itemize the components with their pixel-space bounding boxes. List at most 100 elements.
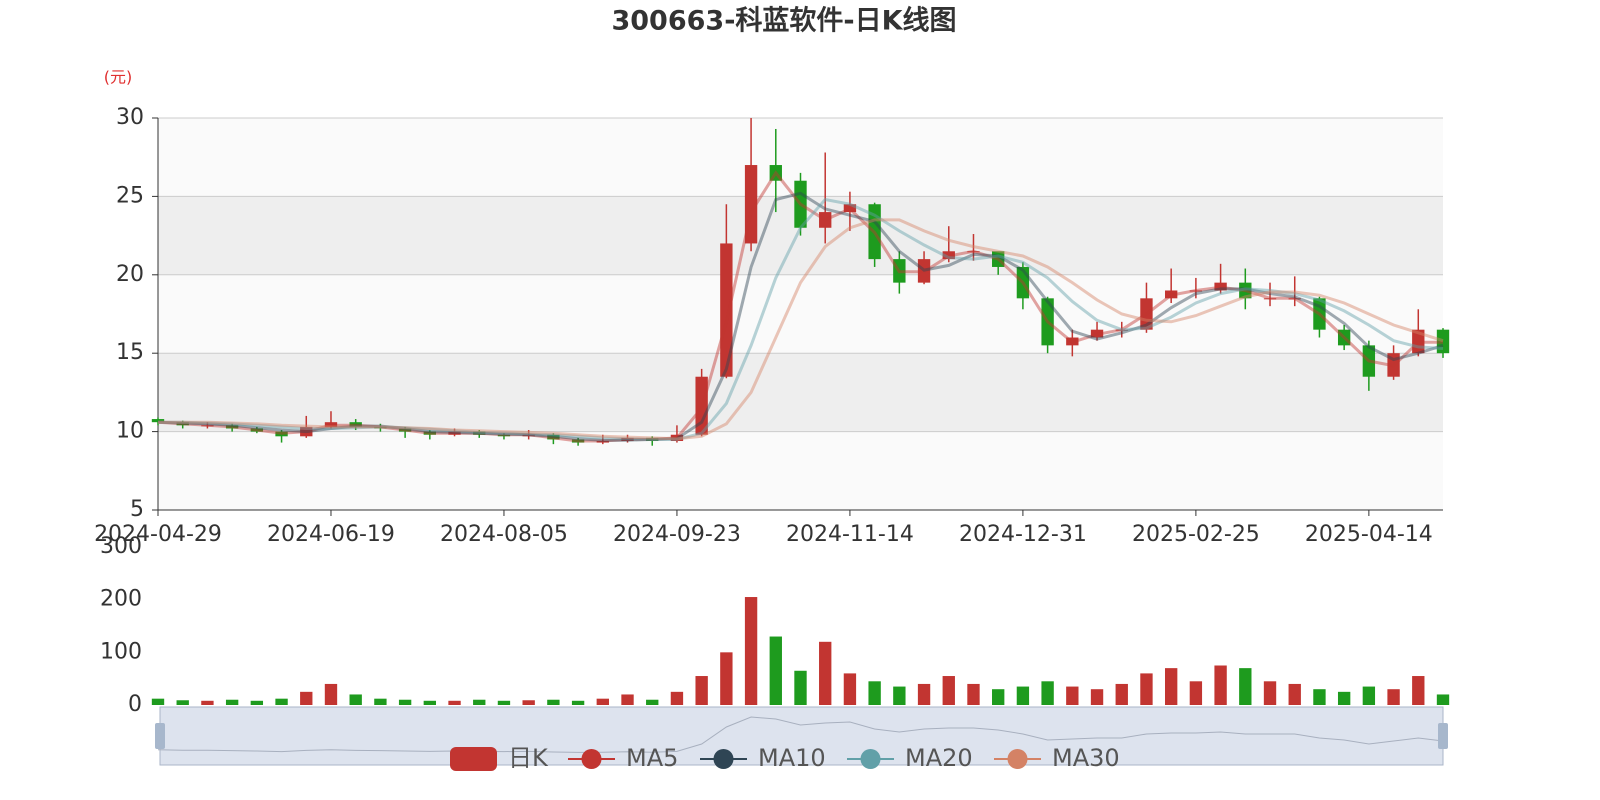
candle-body [695, 376, 708, 435]
candle-body [547, 434, 560, 440]
candle-body [1140, 298, 1153, 330]
x-tick-label: 2024-09-23 [613, 522, 741, 547]
volume-bar [1239, 668, 1252, 705]
volume-bar [695, 676, 708, 705]
split-area [158, 353, 1443, 432]
volume-bar [250, 700, 264, 705]
candle-body [917, 259, 931, 283]
legend-label: MA10 [758, 744, 826, 772]
volume-bar [1189, 681, 1203, 705]
volume-bar [1140, 673, 1153, 705]
y-tick-label: 200 [100, 587, 142, 612]
legend-icon [1007, 749, 1028, 769]
candle-body [275, 431, 288, 437]
candle-body [967, 251, 980, 253]
volume-bar [744, 597, 758, 705]
volume-bar [1263, 681, 1277, 705]
volume-bar [1387, 689, 1400, 705]
candle-body [374, 426, 387, 429]
volume-bar [448, 700, 461, 705]
volume-bar [1436, 694, 1450, 705]
volume-bar [769, 636, 782, 705]
legend-icon [450, 747, 497, 771]
volume-bar [794, 670, 807, 705]
y-tick-label: 20 [116, 262, 144, 287]
volume-bar [868, 681, 881, 705]
x-tick-label: 2024-12-31 [959, 522, 1087, 547]
chart-title: 300663-科蓝软件-日K线图 [611, 6, 956, 37]
y-tick-label: 100 [100, 639, 142, 664]
volume-bar [1313, 689, 1326, 705]
candle-body [571, 439, 585, 443]
y-tick-label: 25 [116, 183, 144, 208]
zoom-preview [157, 716, 1444, 753]
candle-body [1066, 337, 1079, 346]
candle-body [1387, 353, 1400, 377]
volume-bar [967, 683, 980, 705]
candle-body [843, 204, 857, 213]
candle-body [398, 428, 412, 432]
legend-icon [713, 749, 734, 769]
candle-body [1016, 266, 1030, 299]
candle-body [744, 165, 758, 244]
volume-bar [992, 689, 1005, 705]
candle-body [670, 434, 684, 442]
y-tick-label: 0 [128, 692, 142, 717]
y-tick-label: 5 [130, 497, 144, 522]
candle-body [151, 419, 165, 423]
volume-bar [374, 698, 387, 705]
ma-line [157, 170, 1443, 443]
volume-bar [720, 652, 733, 705]
volume-bar [275, 698, 288, 705]
candle-body [1263, 298, 1277, 300]
candle-body [1337, 329, 1351, 346]
y-tick-label: 10 [116, 419, 144, 444]
candle-body [769, 165, 782, 181]
candle-body [1115, 329, 1128, 331]
volume-bar [225, 699, 239, 705]
volume-bar [1115, 683, 1128, 705]
candle-body [1362, 345, 1376, 377]
zoom-handle[interactable] [1438, 723, 1448, 749]
zoom-handle[interactable] [155, 723, 165, 749]
candle-body [621, 437, 634, 442]
y-tick-label: 15 [116, 340, 144, 365]
volume-bar [473, 699, 486, 705]
candle-body [1288, 298, 1301, 300]
candle-body [1412, 329, 1425, 354]
volume-bar [621, 694, 634, 705]
candle-body [423, 431, 437, 435]
volume-bar [843, 673, 857, 705]
candle-body [1164, 290, 1178, 299]
volume-bar [1412, 676, 1425, 705]
volume-bar [1090, 689, 1104, 705]
split-area [158, 431, 1443, 510]
candle-body [250, 428, 264, 432]
volume-bar [1164, 668, 1178, 705]
volume-bar [596, 698, 609, 705]
volume-bar [942, 676, 955, 705]
volume-bar [1362, 686, 1376, 705]
candle-body [473, 431, 486, 435]
legend-label: MA20 [905, 744, 973, 772]
volume-bar [1016, 686, 1030, 705]
volume-bar [398, 699, 412, 705]
x-tick-label: 2024-08-05 [440, 522, 568, 547]
volume-bar [497, 700, 511, 705]
candle-body [1313, 298, 1326, 330]
legend-label: MA30 [1052, 744, 1120, 772]
volume-bar [1337, 691, 1351, 705]
ma-line [158, 218, 1444, 441]
volume-bar [349, 694, 362, 705]
candle-body [1436, 329, 1450, 354]
candle-body [225, 425, 239, 429]
legend-icon [581, 749, 602, 769]
volume-bar [522, 700, 535, 705]
legend-label: MA5 [626, 744, 678, 772]
volume-bar [201, 700, 214, 705]
volume-bar [324, 683, 338, 705]
y-tick-label: 30 [116, 105, 144, 130]
volume-bar [917, 683, 931, 705]
candle-body [1041, 298, 1054, 346]
